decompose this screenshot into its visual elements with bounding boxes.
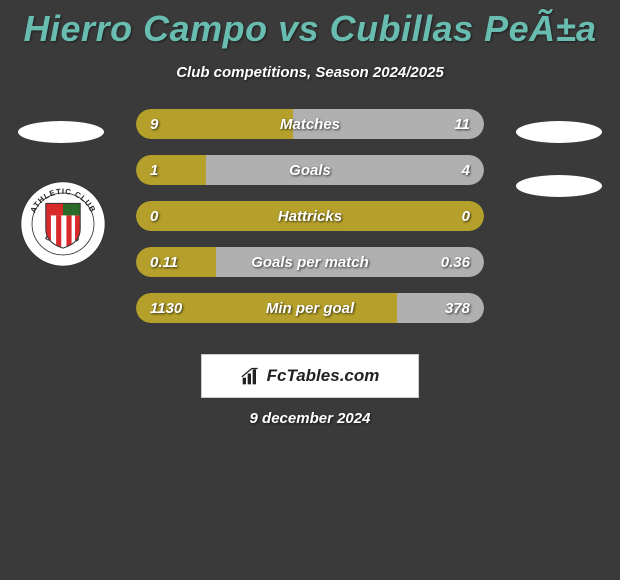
comparison-title: Hierro Campo vs Cubillas PeÃ±a: [0, 0, 620, 50]
player-left-oval: [18, 121, 104, 143]
stat-label: Matches: [136, 109, 484, 139]
snapshot-date: 9 december 2024: [0, 410, 620, 427]
stat-row: 1130378Min per goal: [136, 293, 484, 323]
stats-bars: 911Matches 14Goals 00Hattricks 0.110.36Goal…: [136, 109, 484, 339]
stat-label: Goals per match: [136, 247, 484, 277]
comparison-subtitle: Club competitions, Season 2024/2025: [0, 64, 620, 81]
athletic-club-badge-icon: ATHLETIC CLUB BILBAO: [20, 181, 106, 267]
club-badge-left: ATHLETIC CLUB BILBAO: [20, 181, 106, 267]
stat-row: 0.110.36Goals per match: [136, 247, 484, 277]
brand-box[interactable]: FcTables.com: [201, 354, 419, 398]
stat-label: Hattricks: [136, 201, 484, 231]
player-right-oval-1: [516, 121, 602, 143]
content-area: ATHLETIC CLUB BILBAO 911Match: [0, 109, 620, 349]
stat-label: Min per goal: [136, 293, 484, 323]
player-right-oval-2: [516, 175, 602, 197]
stat-row: 00Hattricks: [136, 201, 484, 231]
bar-chart-icon: [241, 366, 261, 386]
stat-row: 14Goals: [136, 155, 484, 185]
stat-row: 911Matches: [136, 109, 484, 139]
stat-label: Goals: [136, 155, 484, 185]
brand-label: FcTables.com: [267, 366, 380, 386]
